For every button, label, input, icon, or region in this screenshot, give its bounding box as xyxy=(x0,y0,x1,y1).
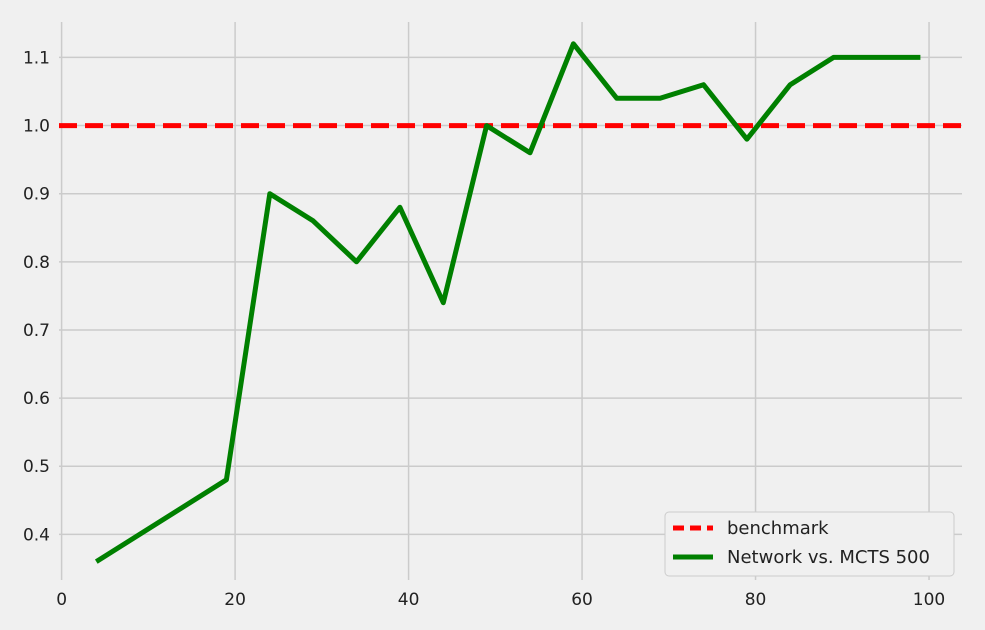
x-tick-label: 20 xyxy=(224,590,246,610)
x-tick-label: 40 xyxy=(398,590,420,610)
y-tick-label: 1.1 xyxy=(23,48,50,68)
y-tick-label: 0.8 xyxy=(23,253,50,273)
y-tick-label: 0.6 xyxy=(23,389,50,409)
y-tick-label: 1.0 xyxy=(23,117,50,137)
x-tick-label: 0 xyxy=(56,590,67,610)
grid-lines xyxy=(59,22,962,580)
legend-label: benchmark xyxy=(727,518,829,539)
x-tick-label: 60 xyxy=(571,590,593,610)
y-tick-label: 0.4 xyxy=(23,525,50,545)
y-tick-label: 0.7 xyxy=(23,321,50,341)
legend-label: Network vs. MCTS 500 xyxy=(727,547,930,568)
legend-box xyxy=(664,511,955,577)
x-tick-label: 80 xyxy=(745,590,767,610)
x-tick-label: 100 xyxy=(913,590,945,610)
x-axis-ticks: 0 20 40 60 80 100 xyxy=(56,590,945,610)
legend: benchmark Network vs. MCTS 500 xyxy=(664,511,955,577)
series-layer xyxy=(59,41,962,564)
network-vs-mcts-line xyxy=(94,41,921,564)
y-axis-ticks: 0.4 0.5 0.6 0.7 0.8 0.9 1.0 1.1 xyxy=(23,48,50,545)
y-tick-label: 0.9 xyxy=(23,185,50,205)
y-tick-label: 0.5 xyxy=(23,457,50,477)
